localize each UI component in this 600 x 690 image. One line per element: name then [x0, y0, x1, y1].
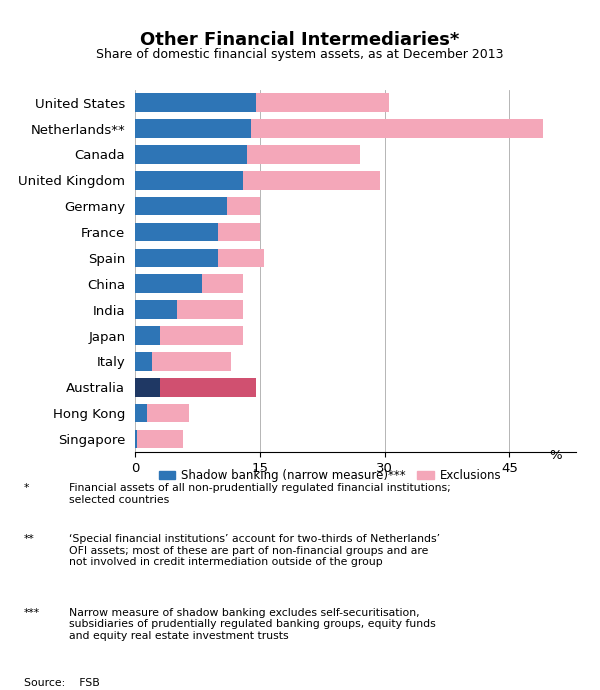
- Bar: [160, 378, 256, 397]
- Bar: [135, 248, 218, 267]
- Bar: [135, 352, 152, 371]
- Bar: [135, 326, 160, 345]
- Bar: [227, 197, 260, 215]
- Bar: [160, 326, 243, 345]
- Bar: [135, 378, 160, 397]
- Bar: [251, 119, 543, 138]
- Bar: [135, 119, 251, 138]
- Bar: [218, 248, 264, 267]
- Text: Share of domestic financial system assets, as at December 2013: Share of domestic financial system asset…: [96, 48, 504, 61]
- Text: Narrow measure of shadow banking excludes self-securitisation,
subsidiaries of p: Narrow measure of shadow banking exclude…: [69, 608, 436, 641]
- Legend: Shadow banking (narrow measure)***, Exclusions: Shadow banking (narrow measure)***, Excl…: [154, 465, 506, 487]
- Text: Source:    FSB: Source: FSB: [24, 678, 100, 688]
- Text: ‘Special financial institutions’ account for two-thirds of Netherlands’
OFI asse: ‘Special financial institutions’ account…: [69, 534, 440, 567]
- Bar: [135, 430, 137, 448]
- Bar: [202, 275, 243, 293]
- Bar: [135, 404, 148, 422]
- Bar: [176, 300, 243, 319]
- Bar: [135, 93, 256, 112]
- Bar: [247, 145, 359, 164]
- Bar: [135, 223, 218, 241]
- Text: **: **: [24, 534, 35, 544]
- Text: Other Financial Intermediaries*: Other Financial Intermediaries*: [140, 31, 460, 49]
- Bar: [148, 404, 189, 422]
- Bar: [218, 223, 260, 241]
- Text: *: *: [24, 483, 29, 493]
- Bar: [256, 93, 389, 112]
- Text: Financial assets of all non-prudentially regulated financial institutions;
selec: Financial assets of all non-prudentially…: [69, 483, 451, 504]
- Bar: [135, 275, 202, 293]
- Text: ***: ***: [24, 608, 40, 618]
- Bar: [243, 171, 380, 190]
- Bar: [135, 197, 227, 215]
- Bar: [152, 352, 230, 371]
- Text: %: %: [549, 449, 562, 462]
- Bar: [135, 145, 247, 164]
- Bar: [135, 300, 176, 319]
- Bar: [135, 171, 243, 190]
- Bar: [137, 430, 183, 448]
